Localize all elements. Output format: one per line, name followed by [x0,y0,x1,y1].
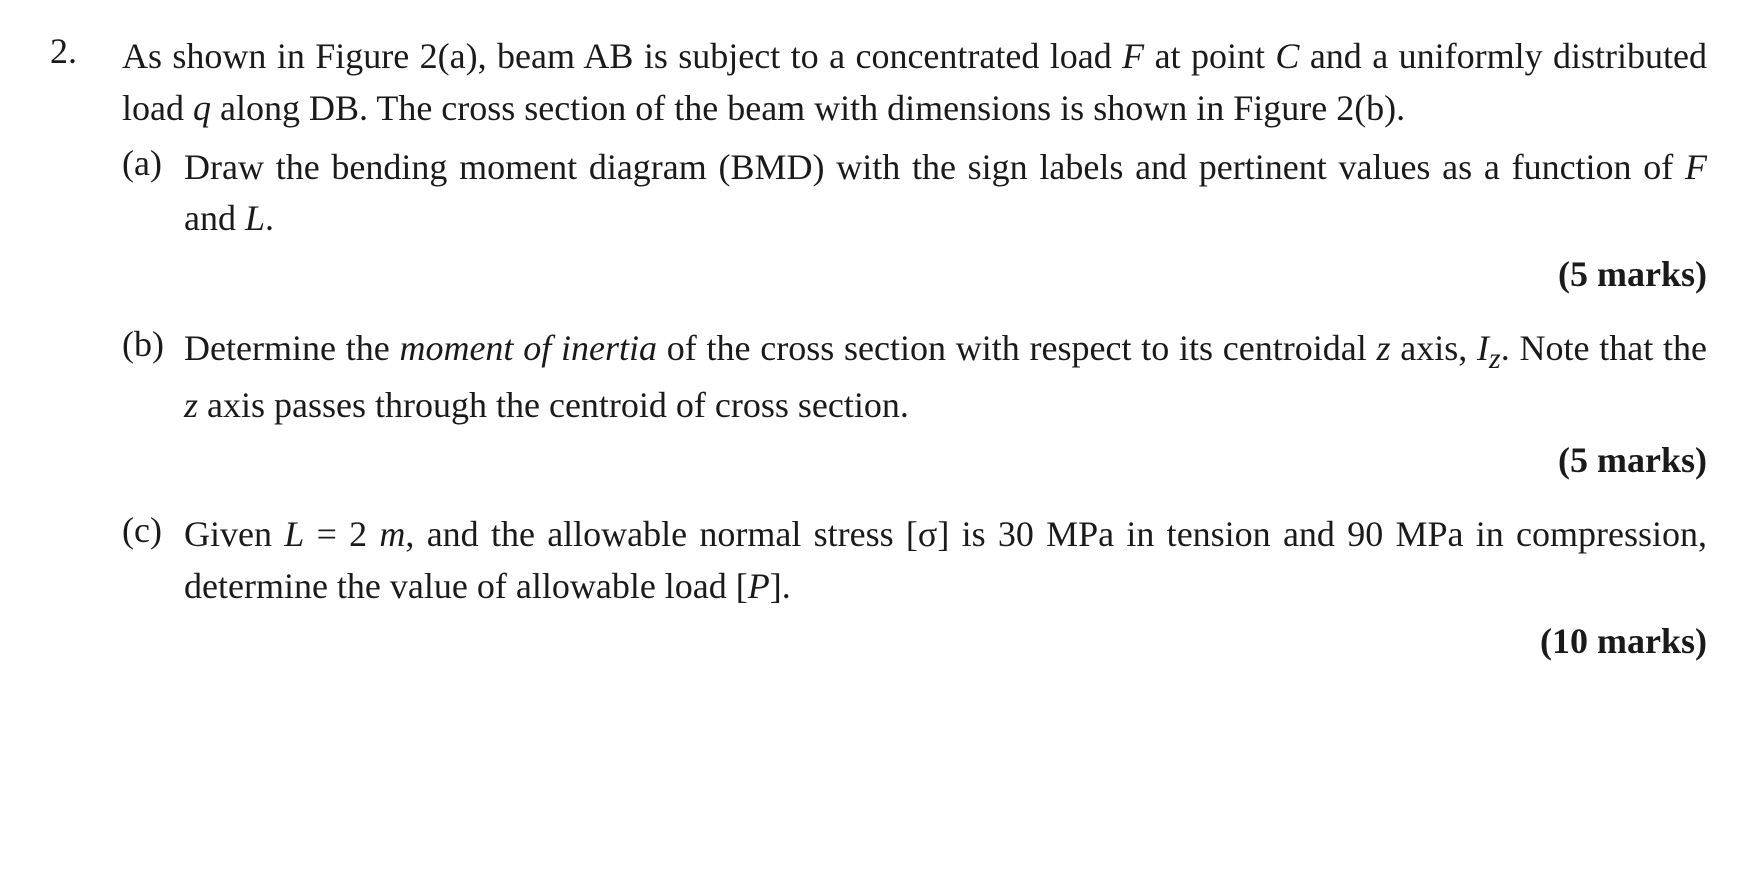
subpart-c-text-1: Given [184,514,284,554]
subpart-a-F: F [1685,147,1707,187]
subpart-b-z1: z [1376,328,1390,368]
subpart-a-text-2: and [184,198,245,238]
subpart-a-text: Draw the bending moment diagram (BMD) wi… [184,142,1707,244]
point-C: C [1275,36,1299,76]
question-body: As shown in Figure 2(a), beam AB is subj… [122,30,1707,662]
subpart-b-text-5: axis passes through the centroid of cros… [198,385,909,425]
subpart-c-text-3: , and the allowable normal stress [σ] is… [184,514,1707,605]
question-intro: As shown in Figure 2(a), beam AB is subj… [122,30,1707,134]
subpart-b-I: I [1477,328,1489,368]
question-number: 2. [50,30,98,72]
subpart-c-text: Given L = 2 m, and the allowable normal … [184,509,1707,611]
subpart-b-text-3: axis, [1391,328,1478,368]
subpart-c-m: m [379,514,405,554]
subpart-a-label: (a) [122,142,184,184]
subpart-c-label: (c) [122,509,184,551]
subpart-b-text: Determine the moment of inertia of the c… [184,323,1707,432]
subpart-a-text-1: Draw the bending moment diagram (BMD) wi… [184,147,1685,187]
intro-text-1: As shown in Figure 2(a), beam AB is subj… [122,36,1122,76]
subpart-a-text-3: . [265,198,274,238]
subpart-c-text-2: = 2 [304,514,379,554]
subpart-c-L: L [284,514,304,554]
subpart-c-marks: (10 marks) [122,620,1707,662]
subpart-b: (b) Determine the moment of inertia of t… [122,323,1707,432]
question-container: 2. As shown in Figure 2(a), beam AB is s… [50,30,1707,662]
subpart-c: (c) Given L = 2 m, and the allowable nor… [122,509,1707,611]
subpart-a-marks: (5 marks) [122,253,1707,295]
subpart-b-z2: z [184,385,198,425]
subpart-b-Iz: Iz [1477,328,1501,368]
subpart-b-marks: (5 marks) [122,439,1707,481]
subpart-a: (a) Draw the bending moment diagram (BMD… [122,142,1707,244]
intro-text-4: along DB. The cross section of the beam … [211,88,1405,128]
subpart-c-text-4: ]. [770,566,791,606]
variable-F: F [1122,36,1144,76]
subpart-b-text-4: . Note that the [1501,328,1707,368]
subpart-b-moment-of-inertia: moment of inertia [399,328,657,368]
subpart-b-z-sub: z [1489,342,1501,375]
subpart-b-text-1: Determine the [184,328,399,368]
subpart-b-label: (b) [122,323,184,365]
intro-text-2: at point [1144,36,1275,76]
subpart-a-L: L [245,198,265,238]
subpart-b-text-2: of the cross section with respect to its… [657,328,1377,368]
variable-q: q [193,88,211,128]
subpart-c-P: P [748,566,770,606]
